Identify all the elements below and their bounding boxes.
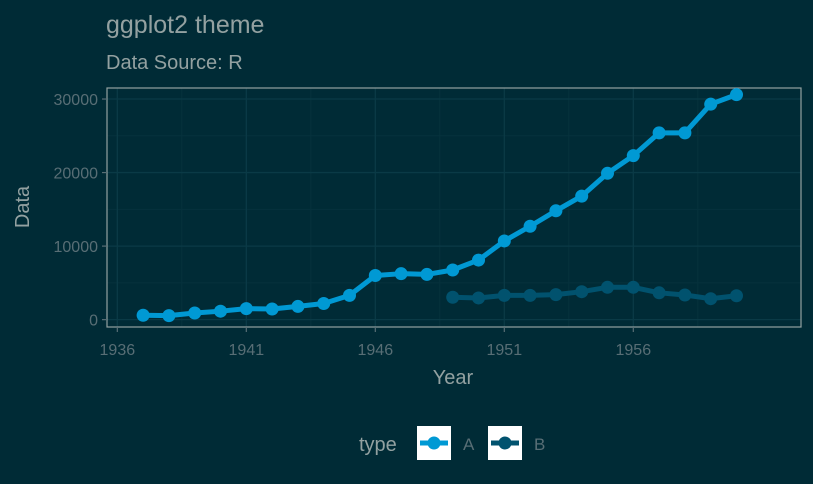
data-point-A	[239, 302, 253, 316]
data-point-A	[214, 304, 228, 318]
data-point-A	[188, 306, 202, 320]
data-point-A	[265, 302, 279, 316]
x-tick-label: 1936	[100, 342, 136, 359]
data-point-A	[704, 97, 718, 111]
data-point-A	[394, 267, 408, 281]
y-axis-title: Data	[12, 185, 34, 228]
series-group	[136, 88, 744, 323]
legend-key-point-B	[498, 436, 512, 450]
legend-key-point-A	[427, 436, 441, 450]
data-point-A	[549, 204, 563, 218]
data-point-A	[291, 299, 305, 313]
panel-frame	[106, 87, 802, 328]
data-point-B	[652, 286, 666, 300]
x-tick-label: 1951	[487, 342, 523, 359]
data-point-A	[472, 253, 486, 267]
y-tick-label: 30000	[54, 92, 99, 109]
data-point-B	[626, 280, 640, 294]
y-tick-label: 10000	[54, 239, 99, 256]
x-tick-label: 1956	[616, 342, 652, 359]
legend-label-A: A	[463, 435, 475, 454]
y-tick-label: 0	[89, 313, 98, 330]
data-point-A	[420, 267, 434, 281]
data-point-A	[343, 288, 357, 302]
x-axis-ticks: 1936 1941 1946 1951 1956	[100, 327, 652, 359]
data-point-B	[575, 285, 589, 299]
data-point-A	[162, 309, 176, 323]
data-point-A	[575, 189, 589, 203]
data-point-B	[497, 288, 511, 302]
grid-lines	[107, 88, 801, 327]
legend-label-B: B	[534, 435, 545, 454]
data-point-B	[523, 288, 537, 302]
data-point-A	[678, 126, 692, 140]
data-point-A	[523, 219, 537, 233]
data-point-B	[549, 288, 563, 302]
data-point-B	[704, 292, 718, 306]
data-point-A	[652, 126, 666, 140]
data-point-B	[678, 288, 692, 302]
chart-title: ggplot2 theme	[106, 11, 264, 39]
series-line-B	[450, 284, 740, 302]
data-point-A	[730, 88, 744, 102]
y-axis-ticks: 0 10000 20000 30000	[54, 92, 107, 330]
data-point-A	[136, 308, 150, 322]
data-point-B	[601, 280, 615, 294]
legend: type A B	[359, 426, 545, 460]
data-point-B	[730, 289, 744, 303]
y-tick-label: 20000	[54, 166, 99, 183]
panel-border	[106, 87, 802, 328]
data-point-A	[601, 166, 615, 180]
data-point-A	[368, 269, 382, 283]
data-point-A	[317, 296, 331, 310]
x-axis-title: Year	[433, 367, 474, 389]
x-tick-label: 1941	[229, 342, 265, 359]
data-point-A	[497, 234, 511, 248]
data-point-A	[626, 149, 640, 163]
chart-subtitle: Data Source: R	[106, 52, 243, 74]
legend-title: type	[359, 434, 397, 456]
x-tick-label: 1946	[358, 342, 394, 359]
data-point-B	[472, 291, 486, 305]
data-point-B	[446, 290, 460, 304]
data-point-A	[446, 263, 460, 277]
